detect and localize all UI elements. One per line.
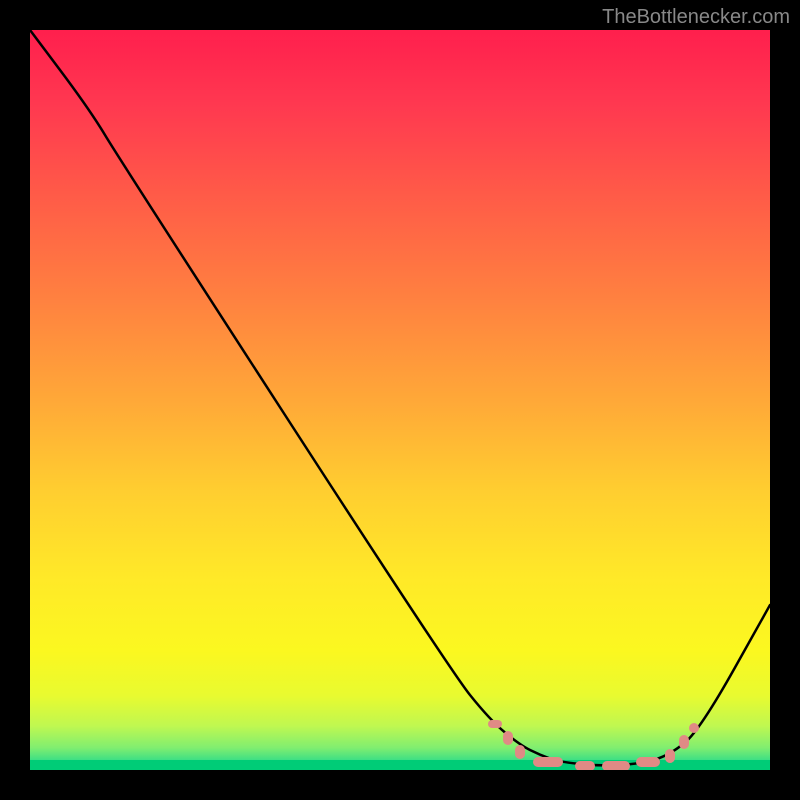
watermark-text: TheBottlenecker.com [602,6,790,29]
chart-plot-area [30,30,770,770]
bottleneck-chart [30,30,770,770]
